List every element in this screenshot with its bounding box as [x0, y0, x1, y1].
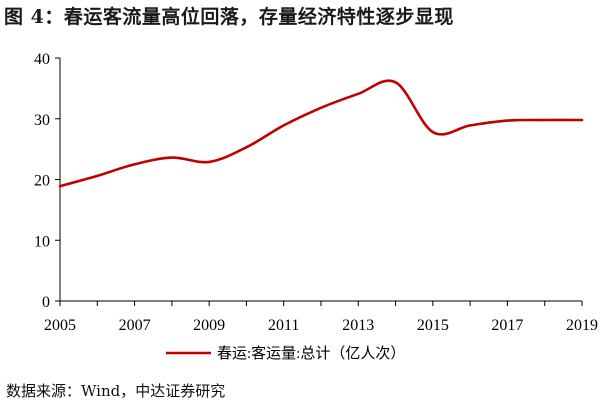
plot-area	[58, 79, 584, 188]
y-tick-label: 40	[34, 51, 50, 68]
x-tick-label: 2007	[119, 317, 151, 334]
x-tick-label: 2011	[268, 317, 299, 334]
x-tick-label: 2019	[566, 317, 598, 334]
x-tick-label: 2009	[193, 317, 225, 334]
x-tick-label: 2005	[44, 317, 76, 334]
legend: 春运:客运量:总计（亿人次）	[166, 345, 405, 362]
x-tick-label: 2017	[491, 317, 523, 334]
legend-label: 春运:客运量:总计（亿人次）	[217, 345, 405, 362]
x-axis: 2005 2007 2009 2011 2013 2015 2017 2019	[44, 300, 598, 334]
y-axis: 0 10 20 30 40	[34, 51, 61, 311]
y-tick-label: 0	[42, 294, 50, 311]
y-tick-label: 10	[34, 233, 50, 250]
figure-title: 图 4：春运客流量高位回落，存量经济特性逐步显现	[4, 6, 454, 28]
y-tick-label: 20	[34, 173, 50, 190]
series-line	[58, 79, 584, 188]
source-note: 数据来源：Wind，中达证券研究	[6, 382, 226, 400]
y-tick-label: 30	[34, 112, 50, 129]
x-tick-label: 2015	[417, 317, 449, 334]
x-tick-label: 2013	[342, 317, 374, 334]
